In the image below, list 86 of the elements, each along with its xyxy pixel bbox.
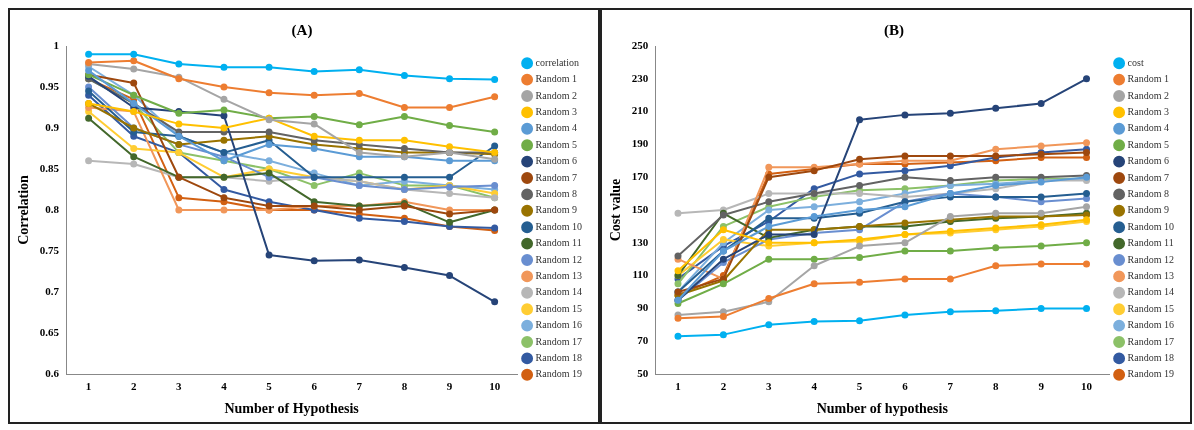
legend-label: Random 2 xyxy=(535,89,577,101)
x-tick-label: 5 xyxy=(856,380,863,393)
legend-label: Random 4 xyxy=(535,122,577,134)
x-tick-label: 10 xyxy=(1081,380,1093,393)
x-tick-label: 6 xyxy=(902,380,909,393)
legend-label: Random 14 xyxy=(535,286,582,298)
legend-label: Random 6 xyxy=(1127,155,1169,167)
legend-label: Random 10 xyxy=(1127,220,1174,232)
y-tick-label: 150 xyxy=(631,202,649,215)
legend-label: Random 10 xyxy=(535,220,582,232)
x-tick-label: 9 xyxy=(446,380,453,393)
legend-label: Random 15 xyxy=(1127,302,1174,314)
legend-label: Random 13 xyxy=(535,270,582,282)
y-tick-label: 0.7 xyxy=(45,284,60,297)
x-tick-label: 3 xyxy=(766,380,773,393)
x-axis-title: Number of hypothesis xyxy=(816,401,949,417)
x-tick-label: 8 xyxy=(992,380,999,393)
y-tick-label: 0.6 xyxy=(45,366,60,379)
legend-label: Random 17 xyxy=(1127,335,1174,347)
legend-label: Random 3 xyxy=(1127,106,1169,118)
legend-label: Random 16 xyxy=(535,319,582,331)
x-tick-label: 4 xyxy=(221,380,228,393)
legend-label: Random 8 xyxy=(1127,188,1169,200)
x-tick-label: 6 xyxy=(311,380,318,393)
x-tick-label: 3 xyxy=(176,380,183,393)
legend-label: cost xyxy=(1127,56,1144,68)
legend-label: Random 2 xyxy=(1127,89,1169,101)
legend-label: Random 5 xyxy=(1127,138,1169,150)
legend-label: Random 15 xyxy=(535,302,582,314)
x-axis-title: Number of Hypothesis xyxy=(224,401,360,417)
y-tick-label: 170 xyxy=(631,170,649,183)
y-axis-title: Correlation xyxy=(16,174,32,245)
x-tick-label: 5 xyxy=(266,380,273,393)
legend-label: Random 17 xyxy=(535,335,582,347)
chart-title: (B) xyxy=(884,21,904,39)
legend-label: Random 3 xyxy=(535,106,577,118)
y-tick-label: 0.85 xyxy=(39,161,60,174)
x-tick-label: 1 xyxy=(85,380,92,393)
y-tick-label: 0.9 xyxy=(45,120,60,133)
legend-label: Random 16 xyxy=(1127,319,1174,331)
legend-label: Random 7 xyxy=(1127,171,1169,183)
x-tick-label: 1 xyxy=(675,380,681,393)
chart-title: (A) xyxy=(291,21,313,39)
y-tick-label: 1 xyxy=(53,38,60,51)
legend-label: Random 1 xyxy=(535,73,577,85)
legend-label: Random 7 xyxy=(535,171,577,183)
y-axis-title: Cost value xyxy=(608,178,624,242)
y-tick-label: 70 xyxy=(637,334,649,347)
y-tick-label: 210 xyxy=(631,104,649,117)
y-tick-label: 0.75 xyxy=(39,243,60,256)
x-tick-label: 10 xyxy=(489,380,501,393)
y-tick-label: 190 xyxy=(631,137,649,150)
x-tick-label: 8 xyxy=(401,380,408,393)
legend-label: Random 18 xyxy=(1127,352,1174,364)
legend-label: Random 5 xyxy=(535,138,577,150)
y-tick-label: 0.65 xyxy=(39,325,60,338)
x-tick-label: 4 xyxy=(811,380,818,393)
x-tick-label: 2 xyxy=(130,380,137,393)
y-tick-label: 230 xyxy=(631,71,649,84)
legend-label: Random 12 xyxy=(535,253,582,265)
x-tick-label: 7 xyxy=(947,380,954,393)
legend-label: correlation xyxy=(535,56,579,68)
x-tick-label: 7 xyxy=(356,380,363,393)
y-tick-label: 50 xyxy=(637,366,649,379)
legend-label: Random 12 xyxy=(1127,253,1174,265)
legend-label: Random 18 xyxy=(535,352,582,364)
legend-label: Random 9 xyxy=(535,204,577,216)
legend-label: Random 11 xyxy=(1127,237,1174,249)
y-tick-label: 130 xyxy=(631,235,649,248)
y-tick-label: 0.95 xyxy=(39,79,60,92)
legend-label: Random 19 xyxy=(1127,368,1174,380)
legend-label: Random 1 xyxy=(1127,73,1169,85)
y-tick-label: 0.8 xyxy=(45,202,60,215)
legend-label: Random 8 xyxy=(535,188,577,200)
y-tick-label: 90 xyxy=(637,301,649,314)
x-tick-label: 9 xyxy=(1038,380,1045,393)
y-tick-label: 250 xyxy=(631,38,649,51)
legend-label: Random 9 xyxy=(1127,204,1169,216)
x-tick-label: 2 xyxy=(720,380,727,393)
legend-label: Random 14 xyxy=(1127,286,1174,298)
legend-label: Random 11 xyxy=(535,237,582,249)
y-tick-label: 110 xyxy=(632,268,649,281)
legend-label: Random 13 xyxy=(1127,270,1174,282)
legend-label: Random 4 xyxy=(1127,122,1169,134)
legend-label: Random 6 xyxy=(535,155,577,167)
legend-label: Random 19 xyxy=(535,368,582,380)
